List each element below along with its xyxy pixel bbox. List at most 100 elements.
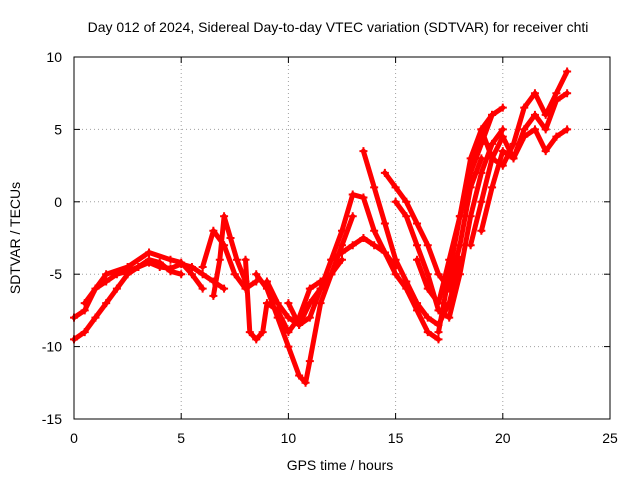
data-point-marker (232, 255, 241, 264)
data-point-marker (226, 234, 235, 242)
x-tick-label: 20 (495, 430, 511, 446)
data-point-marker (477, 125, 486, 134)
data-point-marker (488, 139, 497, 148)
series-line (210, 213, 248, 299)
data-point-marker (423, 328, 432, 337)
series-track-9 (284, 190, 400, 329)
chart-title: Day 012 of 2024, Sidereal Day-to-day VTE… (88, 19, 589, 35)
x-tick-label: 10 (281, 430, 297, 446)
data-point-marker (80, 306, 89, 315)
data-point-marker (338, 226, 346, 235)
data-point-marker (209, 226, 218, 235)
y-tick-label: -5 (50, 266, 63, 282)
data-point-marker (284, 328, 293, 337)
data-point-marker (338, 241, 346, 250)
x-tick-label: 0 (70, 430, 78, 446)
data-point-marker (166, 255, 175, 264)
data-point-marker (423, 241, 432, 250)
data-point-marker (262, 277, 271, 286)
data-point-marker (370, 183, 379, 192)
data-point-marker (434, 270, 443, 279)
series-track-16 (455, 67, 572, 221)
data-point-marker (123, 270, 132, 279)
data-point-marker (498, 147, 507, 156)
y-tick-label: -10 (42, 339, 62, 355)
data-point-marker (423, 270, 432, 279)
data-point-marker (338, 255, 346, 264)
data-point-marker (434, 328, 443, 337)
data-point-marker (359, 147, 368, 156)
data-point-marker (123, 262, 132, 271)
data-point-marker (563, 89, 572, 98)
data-point-marker (316, 284, 325, 293)
data-point-marker (145, 255, 154, 264)
series-track-18 (477, 125, 572, 235)
data-point-marker (284, 342, 293, 351)
data-point-marker (455, 270, 464, 279)
data-point-marker (434, 299, 443, 308)
data-point-marker (295, 371, 304, 380)
data-point-marker (520, 125, 529, 134)
data-point-marker (177, 270, 186, 279)
data-point-marker (198, 284, 207, 293)
data-point-marker (466, 241, 475, 250)
data-point-marker (563, 67, 572, 76)
y-tick-label: 5 (54, 121, 62, 137)
series-line (253, 257, 345, 386)
data-point-marker (498, 103, 507, 112)
x-tick-label: 5 (177, 430, 185, 446)
data-point-marker (552, 132, 561, 141)
data-point-marker (245, 328, 254, 337)
data-point-marker (241, 255, 250, 264)
data-point-marker (402, 197, 411, 206)
data-point-marker (498, 125, 507, 134)
data-point-marker (391, 255, 400, 264)
data-point-marker (477, 197, 486, 206)
data-point-marker (466, 154, 475, 163)
data-point-marker (434, 335, 443, 344)
data-point-marker (187, 270, 196, 279)
data-point-marker (413, 241, 422, 250)
data-point-marker (423, 313, 432, 322)
data-point-marker (370, 241, 379, 250)
data-point-marker (380, 248, 389, 257)
data-point-marker (455, 241, 464, 250)
data-point-marker (80, 299, 89, 308)
data-point-marker (284, 313, 293, 322)
data-point-marker (488, 183, 497, 192)
grid-lines (74, 57, 610, 419)
x-tick-label: 25 (602, 430, 618, 446)
data-series (70, 67, 572, 387)
data-point-marker (102, 270, 111, 279)
data-point-marker (166, 267, 175, 276)
series-line (382, 155, 484, 292)
data-point-marker (230, 270, 239, 279)
x-tick-label: 15 (388, 430, 404, 446)
data-point-marker (305, 357, 314, 366)
data-point-marker (498, 132, 507, 141)
data-point-marker (348, 190, 357, 199)
data-point-marker (112, 284, 121, 293)
data-point-marker (530, 89, 539, 98)
data-point-marker (145, 248, 154, 257)
axis-ticks: 0 5 10 15 20 25 -15 -10 -5 0 5 10 (42, 49, 618, 446)
data-point-marker (359, 234, 368, 242)
data-point-marker (301, 378, 310, 387)
data-point-marker (466, 212, 475, 221)
data-point-marker (348, 241, 357, 250)
series-line (82, 250, 206, 306)
data-point-marker (520, 132, 529, 141)
x-axis-label: GPS time / hours (287, 457, 394, 473)
series-track-13 (391, 125, 507, 322)
data-point-marker (530, 125, 539, 134)
data-point-marker (413, 255, 422, 264)
data-point-marker (252, 335, 261, 344)
data-point-marker (198, 270, 207, 279)
data-point-marker (359, 193, 368, 202)
data-point-marker (402, 277, 411, 286)
data-point-marker (273, 299, 282, 308)
data-point-marker (477, 168, 486, 177)
data-point-marker (327, 255, 336, 264)
data-point-marker (220, 284, 229, 293)
data-point-marker (198, 262, 207, 271)
